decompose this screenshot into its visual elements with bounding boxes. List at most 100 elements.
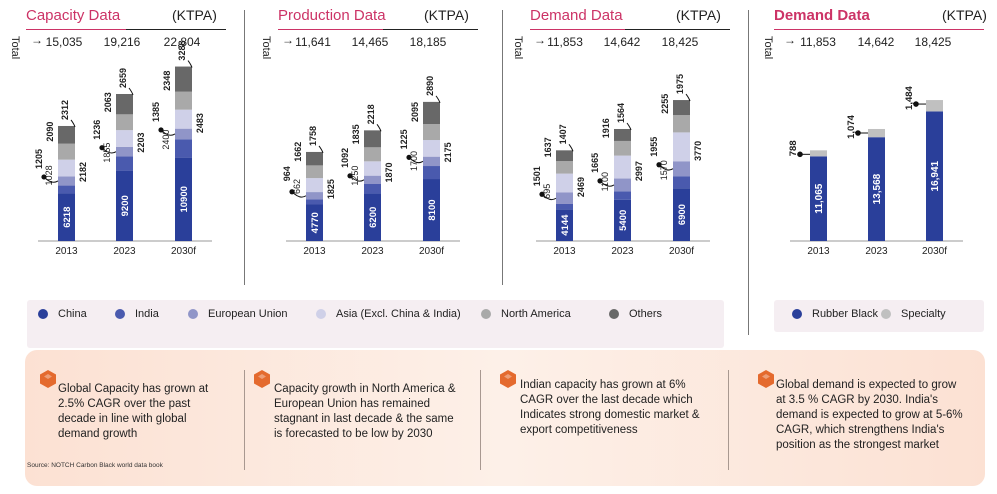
data-label: 6218 <box>62 207 73 228</box>
panel-unit: (KTPA) <box>172 7 217 23</box>
total-value: 11,641 <box>295 35 331 49</box>
data-label: 1225 <box>399 129 409 149</box>
bar-segment <box>116 146 133 157</box>
category-label: 2023 <box>611 246 634 257</box>
data-label: 1092 <box>340 148 350 168</box>
leader-line <box>685 93 691 102</box>
demand-chart: 2013414469515011637246914072023540011001… <box>532 74 710 257</box>
legend-label: India <box>135 308 159 320</box>
bar-segment <box>364 161 381 176</box>
bar-segment <box>556 150 573 162</box>
panel-divider <box>748 10 749 335</box>
legend-label: North America <box>501 308 571 320</box>
arrow-right-icon: → <box>31 33 43 47</box>
bar-segment <box>306 178 323 193</box>
bar-segment <box>673 188 690 241</box>
panel-title: Demand Data <box>530 7 623 24</box>
leader-line <box>70 119 76 128</box>
data-label: 2218 <box>366 104 376 124</box>
bar-segment <box>175 66 192 92</box>
leader-line <box>318 145 324 154</box>
bar-segment <box>423 101 440 124</box>
total-value: 14,465 <box>351 35 389 49</box>
category-label: 2013 <box>553 246 576 257</box>
data-label: 1955 <box>649 137 659 157</box>
data-label: 1564 <box>616 103 626 123</box>
leader-line <box>291 191 307 198</box>
panel-unit: (KTPA) <box>424 7 469 23</box>
category-label: 2023 <box>865 246 888 257</box>
data-label: 1870 <box>384 162 394 182</box>
panel-title: Production Data <box>278 7 386 24</box>
bar-segment <box>614 155 631 179</box>
data-label: 2090 <box>45 122 55 142</box>
leader-line <box>376 124 382 132</box>
legend-swatch <box>38 309 48 319</box>
category-label: 2030f <box>171 246 196 257</box>
category-label: 2030f <box>669 246 694 257</box>
total-value: 14,642 <box>603 35 641 49</box>
leader-line <box>349 175 365 182</box>
bar-segment <box>58 159 75 177</box>
data-label: 6200 <box>368 207 379 228</box>
total-value: 14,642 <box>857 35 895 49</box>
data-label: 695 <box>542 184 552 199</box>
source-note: Source: NOTCH Carbon Black world data bo… <box>27 462 163 469</box>
data-label: 1407 <box>558 124 568 144</box>
data-label: 2203 <box>136 133 146 153</box>
bar-segment <box>673 100 690 116</box>
leader-line <box>101 147 117 154</box>
total-value: 11,853 <box>800 35 836 49</box>
data-label: 1916 <box>601 118 611 138</box>
bar-segment <box>926 100 943 112</box>
legend-label: Specialty <box>901 308 946 320</box>
legend-item: European Union <box>188 308 288 320</box>
bar-segment <box>423 179 440 241</box>
title-rule <box>383 29 478 30</box>
legend-item: Rubber Black <box>792 308 878 320</box>
data-label: 1205 <box>34 149 44 169</box>
category-label: 2030f <box>419 246 444 257</box>
total-value: 18,425 <box>914 35 952 49</box>
legend-swatch <box>609 309 619 319</box>
leader-line <box>408 156 424 164</box>
bar-segment <box>673 161 690 177</box>
panel-divider <box>244 10 245 285</box>
legend-swatch <box>188 309 198 319</box>
insight-text: Capacity growth in North America & Europ… <box>274 383 456 440</box>
legend-label: Others <box>629 308 663 320</box>
bar-segment <box>556 161 573 174</box>
bar-segment <box>926 111 943 241</box>
data-label: 1,074 <box>846 114 857 138</box>
bar-segment <box>116 170 133 241</box>
bar-segment <box>423 140 440 157</box>
legend-swatch <box>792 309 802 319</box>
bar-segment <box>58 193 75 241</box>
total-value: 15,035 <box>45 35 83 49</box>
bar-segment <box>364 130 381 148</box>
panel-divider <box>502 10 503 285</box>
data-label: 5400 <box>618 210 629 231</box>
data-label: 1236 <box>92 120 102 140</box>
data-label: 3770 <box>693 141 703 161</box>
bar-segment <box>364 175 381 185</box>
legend-swatch <box>115 309 125 319</box>
total-value: 22,804 <box>163 35 201 49</box>
total-value: 19,216 <box>103 35 141 49</box>
bar-segment <box>614 178 631 192</box>
data-label: 2348 <box>162 71 172 91</box>
total-value: 18,185 <box>409 35 447 49</box>
bar-segment <box>58 125 75 144</box>
data-label: 1250 <box>350 166 360 186</box>
data-label: 2997 <box>634 161 644 181</box>
insight-text: Global demand is expected to grow at 3.5… <box>776 379 963 451</box>
data-label: 1100 <box>600 172 610 191</box>
title-rule <box>625 29 730 30</box>
bar-segment <box>175 128 192 140</box>
data-label: 1385 <box>151 102 161 122</box>
bar-segment <box>614 128 631 141</box>
legend-split <box>774 300 984 332</box>
data-label: 16,941 <box>930 160 941 191</box>
